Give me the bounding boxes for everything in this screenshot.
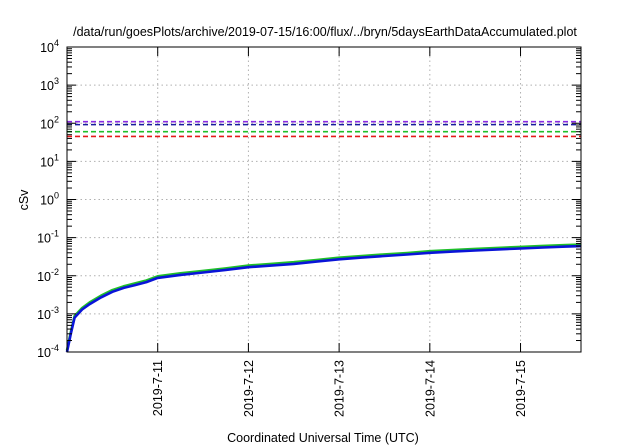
threshold-layer — [67, 120, 581, 138]
y-tick-label: 102 — [40, 114, 59, 131]
x-axis-label: Coordinated Universal Time (UTC) — [227, 431, 419, 445]
x-tick-label: 2019-7-11 — [151, 360, 165, 416]
tick-layer: 10-4 10-3 10-2 10-1 100 101 102 103 104 2019-7-11… — [37, 38, 581, 417]
x-tick-label: 2019-7-14 — [423, 360, 437, 417]
x-tick-label: 2019-7-15 — [514, 360, 528, 417]
y-tick-label: 104 — [40, 38, 59, 55]
y-tick-label: 103 — [40, 76, 59, 93]
chart-title: /data/run/goesPlots/archive/2019-07-15/1… — [73, 25, 577, 39]
series-layer — [65, 243, 582, 353]
y-axis-label: cSv — [17, 189, 31, 211]
data-series-line — [65, 243, 582, 351]
y-tick-label: 10-2 — [37, 267, 59, 284]
y-tick-label: 100 — [40, 191, 59, 208]
grid-layer — [67, 47, 581, 352]
x-tick-label: 2019-7-12 — [242, 360, 256, 417]
y-tick-label: 10-1 — [37, 229, 59, 246]
y-tick-label: 101 — [40, 152, 59, 169]
y-tick-label: 10-3 — [37, 305, 59, 322]
y-tick-label: 10-4 — [37, 343, 59, 360]
data-series-line — [65, 244, 582, 353]
x-tick-label: 2019-7-13 — [333, 360, 347, 417]
